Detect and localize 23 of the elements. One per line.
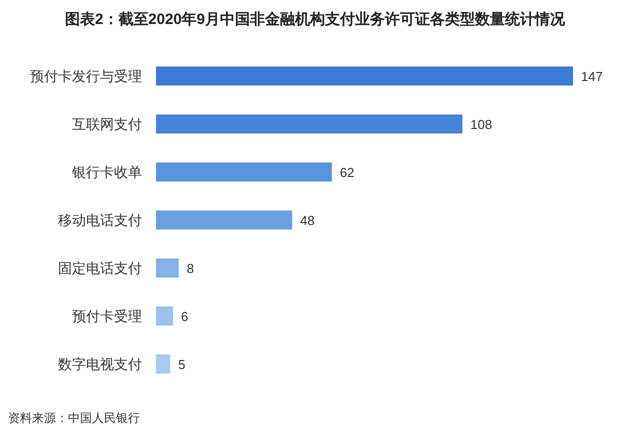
y-tick-label: 互联网支付: [72, 116, 142, 132]
data-label: 48: [300, 213, 315, 228]
y-tick-label: 数字电视支付: [58, 356, 142, 372]
text: 资料来源：中国人民银行: [8, 411, 140, 425]
data-label: 8: [186, 261, 194, 276]
bar: [156, 210, 292, 230]
y-tick-label: 固定电话支付: [58, 260, 142, 276]
y-tick-label: 预付卡受理: [72, 308, 142, 324]
data-label: 6: [181, 309, 188, 324]
bar: [156, 306, 174, 326]
bar: [156, 114, 462, 134]
bar: [156, 258, 179, 278]
y-tick-label: 预付卡发行与受理: [30, 68, 142, 84]
bar: [156, 354, 170, 374]
bar: [156, 66, 573, 86]
chart-title: 图表2：截至2020年9月中国非金融机构支付业务许可证各类型数量统计情况: [64, 11, 566, 28]
data-label: 5: [178, 357, 186, 372]
data-label: 108: [470, 117, 492, 132]
y-tick-label: 移动电话支付: [58, 212, 142, 228]
data-label: 62: [340, 165, 354, 180]
data-label: 147: [581, 69, 603, 84]
y-tick-label: 银行卡收单: [71, 164, 142, 180]
bar: [156, 162, 332, 182]
